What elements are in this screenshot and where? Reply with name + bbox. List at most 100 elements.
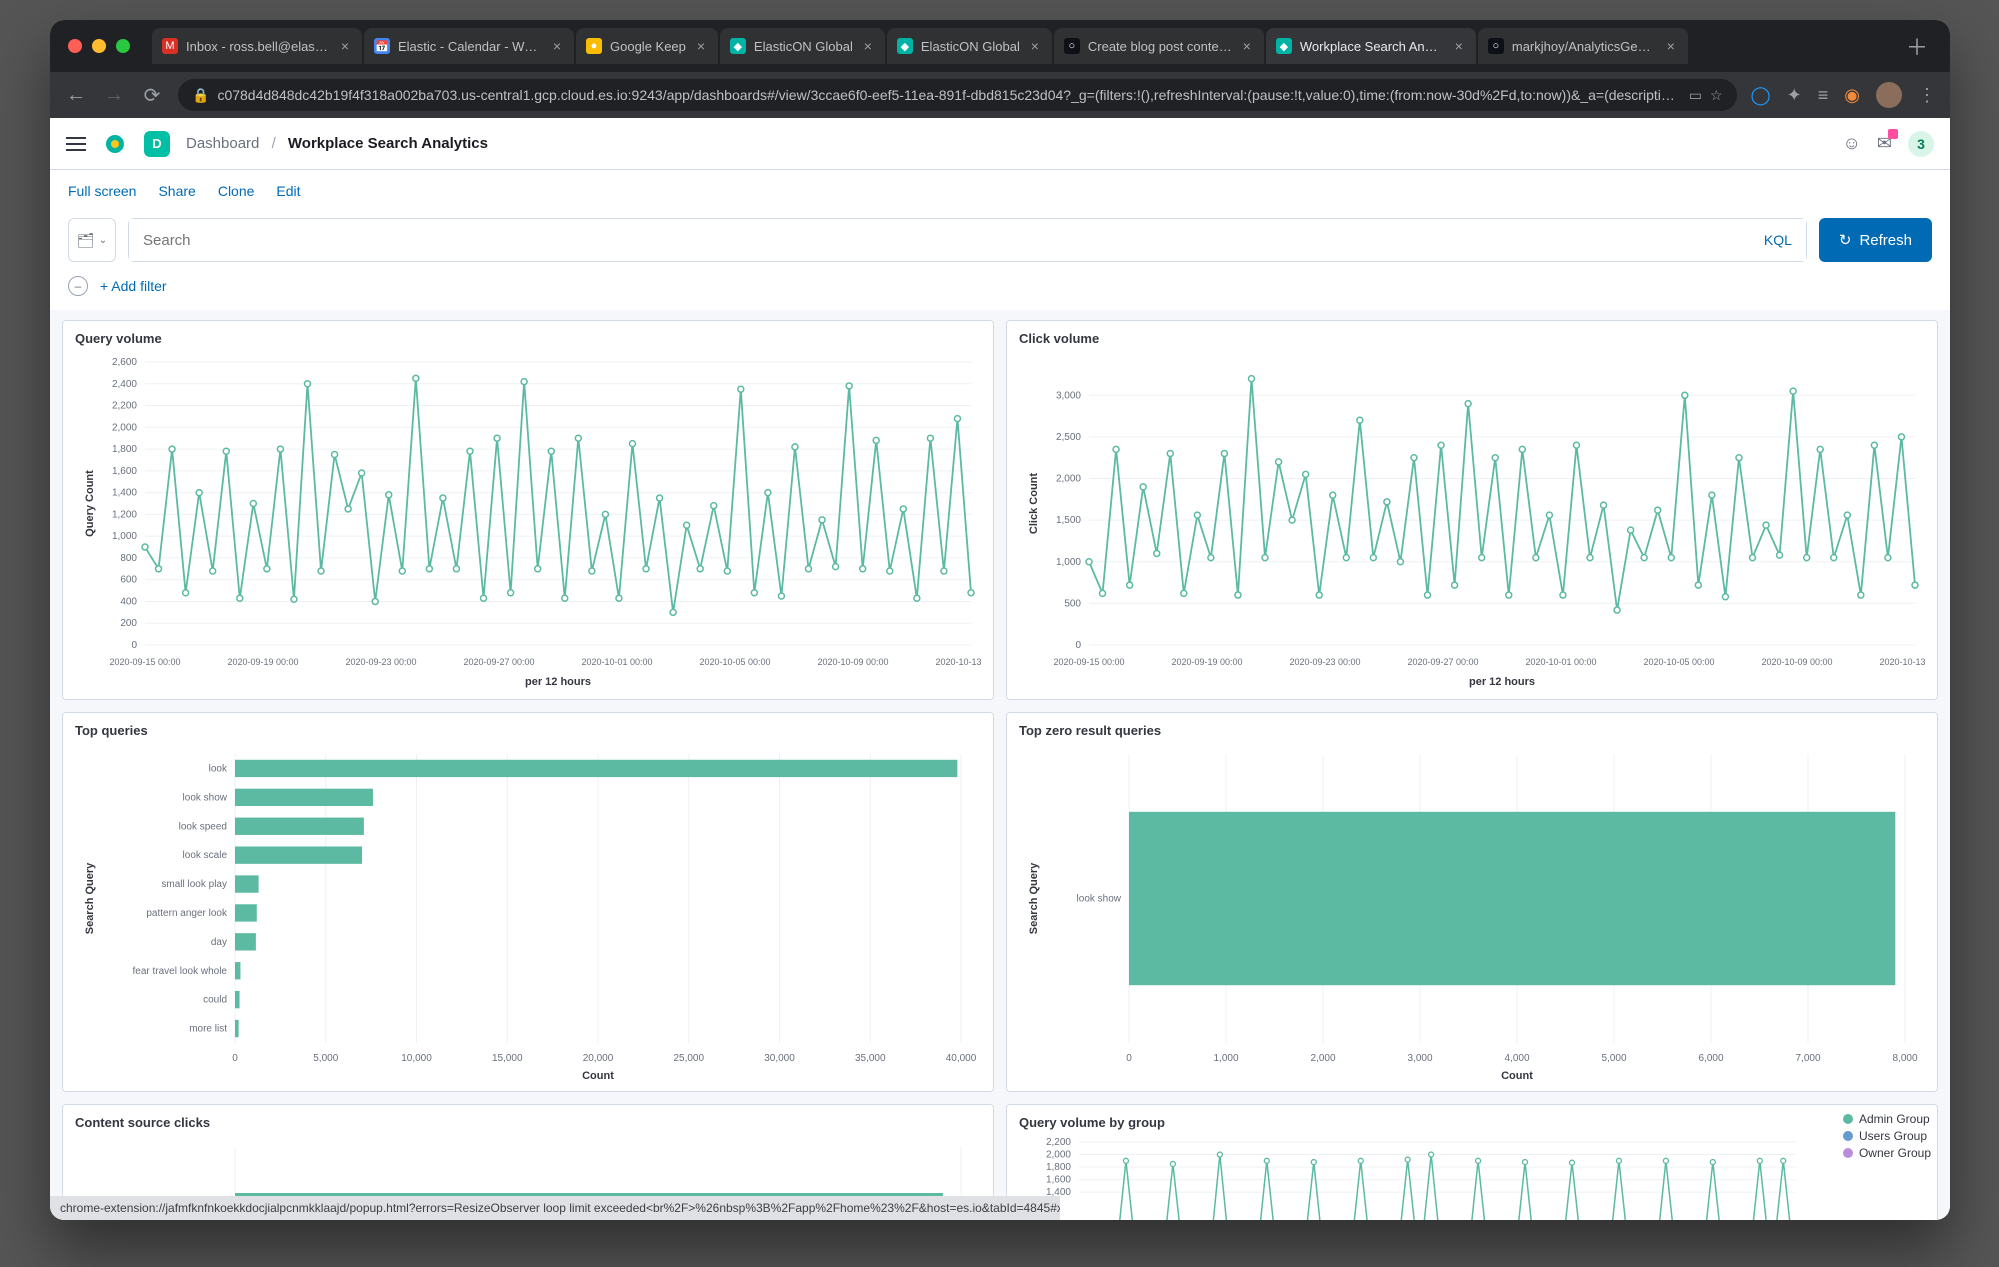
legend: Admin GroupUsers GroupOwner Group — [1843, 1109, 1931, 1163]
svg-text:look show: look show — [183, 792, 228, 803]
svg-text:2020-09-19 00:00: 2020-09-19 00:00 — [227, 657, 298, 667]
status-bar: chrome-extension://jafmfknfnkoekkdocjial… — [50, 1196, 1060, 1220]
filter-toggle-icon[interactable]: – — [68, 276, 88, 296]
tab-close-icon[interactable]: × — [1028, 38, 1042, 54]
notification-count[interactable]: 3 — [1908, 131, 1934, 157]
extension-icon-2[interactable]: ◉ — [1844, 85, 1860, 106]
tab-close-icon[interactable]: × — [861, 38, 875, 54]
browser-tab[interactable]: ● Google Keep × — [576, 28, 718, 64]
tab-close-icon[interactable]: × — [694, 38, 708, 54]
url-bar[interactable]: 🔒 c078d4d848dc42b19f4f318a002ba703.us-ce… — [178, 79, 1737, 111]
refresh-button[interactable]: ↻ Refresh — [1819, 218, 1932, 262]
browser-tab[interactable]: 📅 Elastic - Calendar - Week of C × — [364, 28, 574, 64]
fullscreen-link[interactable]: Full screen — [68, 183, 136, 199]
svg-text:1,000: 1,000 — [1213, 1053, 1238, 1064]
svg-text:7,000: 7,000 — [1795, 1053, 1820, 1064]
refresh-icon: ↻ — [1839, 231, 1852, 249]
svg-text:2020-10-01 00:00: 2020-10-01 00:00 — [581, 657, 652, 667]
kql-toggle[interactable]: KQL — [1764, 232, 1792, 248]
query-bar: 🗂 ⌄ KQL ↻ Refresh — [50, 212, 1950, 272]
svg-text:2,000: 2,000 — [1046, 1150, 1071, 1161]
svg-text:per 12 hours: per 12 hours — [1469, 676, 1535, 688]
share-link[interactable]: Share — [158, 183, 195, 199]
browser-menu-icon[interactable]: ⋮ — [1918, 85, 1936, 106]
tab-title: Inbox - ross.bell@elastic.co - — [186, 39, 330, 54]
svg-text:2,200: 2,200 — [1046, 1137, 1071, 1148]
browser-tab[interactable]: ○ markjhoy/AnalyticsGenerator × — [1478, 28, 1688, 64]
panel-title: Query volume — [75, 331, 981, 346]
svg-text:25,000: 25,000 — [673, 1053, 704, 1064]
filter-bar: – + Add filter — [50, 272, 1950, 310]
help-icon[interactable]: ☺ — [1843, 133, 1861, 154]
extensions-icon[interactable]: ✦ — [1787, 85, 1802, 106]
svg-text:day: day — [211, 937, 227, 948]
add-filter-link[interactable]: + Add filter — [100, 278, 167, 294]
newsfeed-icon[interactable]: ✉ — [1877, 133, 1892, 154]
tab-favicon-icon: ◆ — [1276, 38, 1292, 54]
dashboard-actions: Full screen Share Clone Edit — [50, 170, 1950, 212]
zoom-window-dot[interactable] — [116, 39, 130, 53]
svg-text:1,600: 1,600 — [1046, 1175, 1071, 1186]
svg-text:2020-09-27 00:00: 2020-09-27 00:00 — [463, 657, 534, 667]
space-badge[interactable]: D — [144, 131, 170, 157]
clone-link[interactable]: Clone — [218, 183, 255, 199]
svg-text:more list: more list — [189, 1024, 227, 1035]
svg-text:1,000: 1,000 — [112, 531, 137, 542]
breadcrumb: Dashboard / Workplace Search Analytics — [186, 135, 488, 152]
forward-button[interactable]: → — [102, 84, 126, 107]
svg-text:1,800: 1,800 — [1046, 1162, 1071, 1173]
svg-text:2020-09-27 00:00: 2020-09-27 00:00 — [1407, 657, 1478, 667]
svg-text:Count: Count — [582, 1070, 614, 1082]
svg-text:0: 0 — [1126, 1053, 1132, 1064]
saved-query-button[interactable]: 🗂 ⌄ — [68, 218, 116, 262]
svg-text:2020-09-19 00:00: 2020-09-19 00:00 — [1171, 657, 1242, 667]
svg-text:look speed: look speed — [179, 821, 227, 832]
reader-icon[interactable]: ▭ — [1689, 87, 1702, 104]
svg-text:look show: look show — [1077, 894, 1122, 905]
svg-text:small look play: small look play — [161, 879, 227, 890]
browser-tab[interactable]: ◆ ElasticON Global × — [720, 28, 885, 64]
profile-avatar[interactable] — [1876, 82, 1902, 108]
svg-text:per 12 hours: per 12 hours — [525, 676, 591, 688]
browser-tab-strip: M Inbox - ross.bell@elastic.co - ×📅 Elas… — [50, 20, 1950, 72]
svg-text:10,000: 10,000 — [401, 1053, 432, 1064]
tab-favicon-icon: ● — [586, 38, 602, 54]
edit-link[interactable]: Edit — [276, 183, 300, 199]
svg-text:look: look — [209, 763, 228, 774]
back-button[interactable]: ← — [64, 84, 88, 107]
panel-group-volume: Query volume by group 1,4001,6001,8002,0… — [1006, 1104, 1938, 1220]
tab-close-icon[interactable]: × — [338, 38, 352, 54]
close-window-dot[interactable] — [68, 39, 82, 53]
svg-text:600: 600 — [120, 575, 137, 586]
browser-tab[interactable]: M Inbox - ross.bell@elastic.co - × — [152, 28, 362, 64]
tab-close-icon[interactable]: × — [1240, 38, 1254, 54]
search-input[interactable] — [129, 219, 1806, 261]
tab-close-icon[interactable]: × — [1664, 38, 1678, 54]
elastic-logo-icon[interactable] — [102, 131, 128, 157]
nav-toggle-button[interactable] — [66, 137, 86, 151]
svg-text:0: 0 — [232, 1053, 238, 1064]
extension-icon-1[interactable]: ◯ — [1751, 85, 1771, 106]
new-tab-button[interactable]: ＋ — [1896, 30, 1938, 62]
reload-button[interactable]: ⟳ — [140, 83, 164, 108]
bookmark-icon[interactable]: ☆ — [1710, 87, 1723, 104]
browser-tab[interactable]: ◆ Workplace Search Analytics - × — [1266, 28, 1476, 64]
svg-text:2020-09-23 00:00: 2020-09-23 00:00 — [1289, 657, 1360, 667]
svg-text:200: 200 — [120, 618, 137, 629]
svg-text:8,000: 8,000 — [1892, 1053, 1917, 1064]
tab-close-icon[interactable]: × — [1452, 38, 1466, 54]
minimize-window-dot[interactable] — [92, 39, 106, 53]
tab-favicon-icon: ◆ — [730, 38, 746, 54]
tab-title: Google Keep — [610, 39, 686, 54]
svg-text:Count: Count — [1501, 1070, 1533, 1082]
panel-title: Top queries — [75, 723, 981, 738]
tab-favicon-icon: ◆ — [897, 38, 913, 54]
tab-close-icon[interactable]: × — [550, 38, 564, 54]
browser-tab[interactable]: ◆ ElasticON Global × — [887, 28, 1052, 64]
browser-tab[interactable]: ○ Create blog post content to ill × — [1054, 28, 1264, 64]
svg-text:20,000: 20,000 — [583, 1053, 614, 1064]
reading-list-icon[interactable]: ≡ — [1818, 85, 1829, 106]
breadcrumb-root[interactable]: Dashboard — [186, 135, 259, 152]
svg-text:40,000: 40,000 — [946, 1053, 977, 1064]
tab-title: ElasticON Global — [921, 39, 1020, 54]
